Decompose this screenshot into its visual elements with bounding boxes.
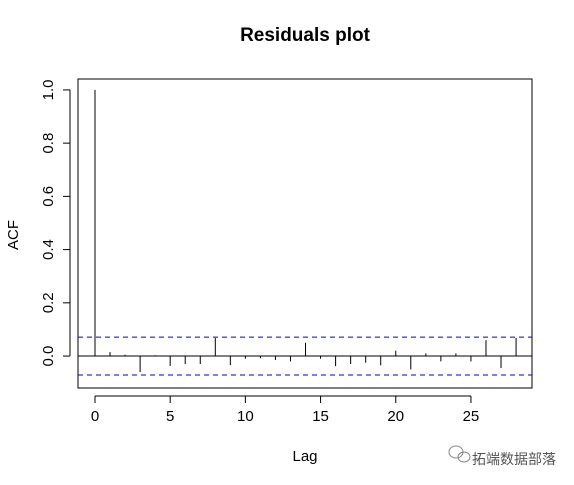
- watermark-icon: [448, 445, 471, 463]
- x-tick-label: 25: [463, 408, 480, 425]
- x-tick-label: 20: [387, 408, 404, 425]
- y-tick-label: 0.8: [40, 133, 57, 154]
- plot-frame: [77, 78, 533, 389]
- watermark: 拓端数据部落: [472, 451, 556, 467]
- chart-title: Residuals plot: [240, 25, 371, 46]
- x-axis-label: Lag: [292, 448, 317, 465]
- y-tick-label: 0.2: [40, 292, 57, 313]
- y-tick-label: 0.4: [40, 239, 57, 260]
- y-tick-label: 0.0: [40, 346, 57, 367]
- x-tick-label: 10: [237, 408, 254, 425]
- x-tick-label: 15: [312, 408, 329, 425]
- y-tick-label: 1.0: [40, 79, 57, 100]
- x-tick-label: 0: [91, 408, 99, 425]
- y-tick-label: 0.6: [40, 186, 57, 207]
- y-axis-label: ACF: [5, 220, 22, 250]
- x-tick-label: 5: [166, 408, 174, 425]
